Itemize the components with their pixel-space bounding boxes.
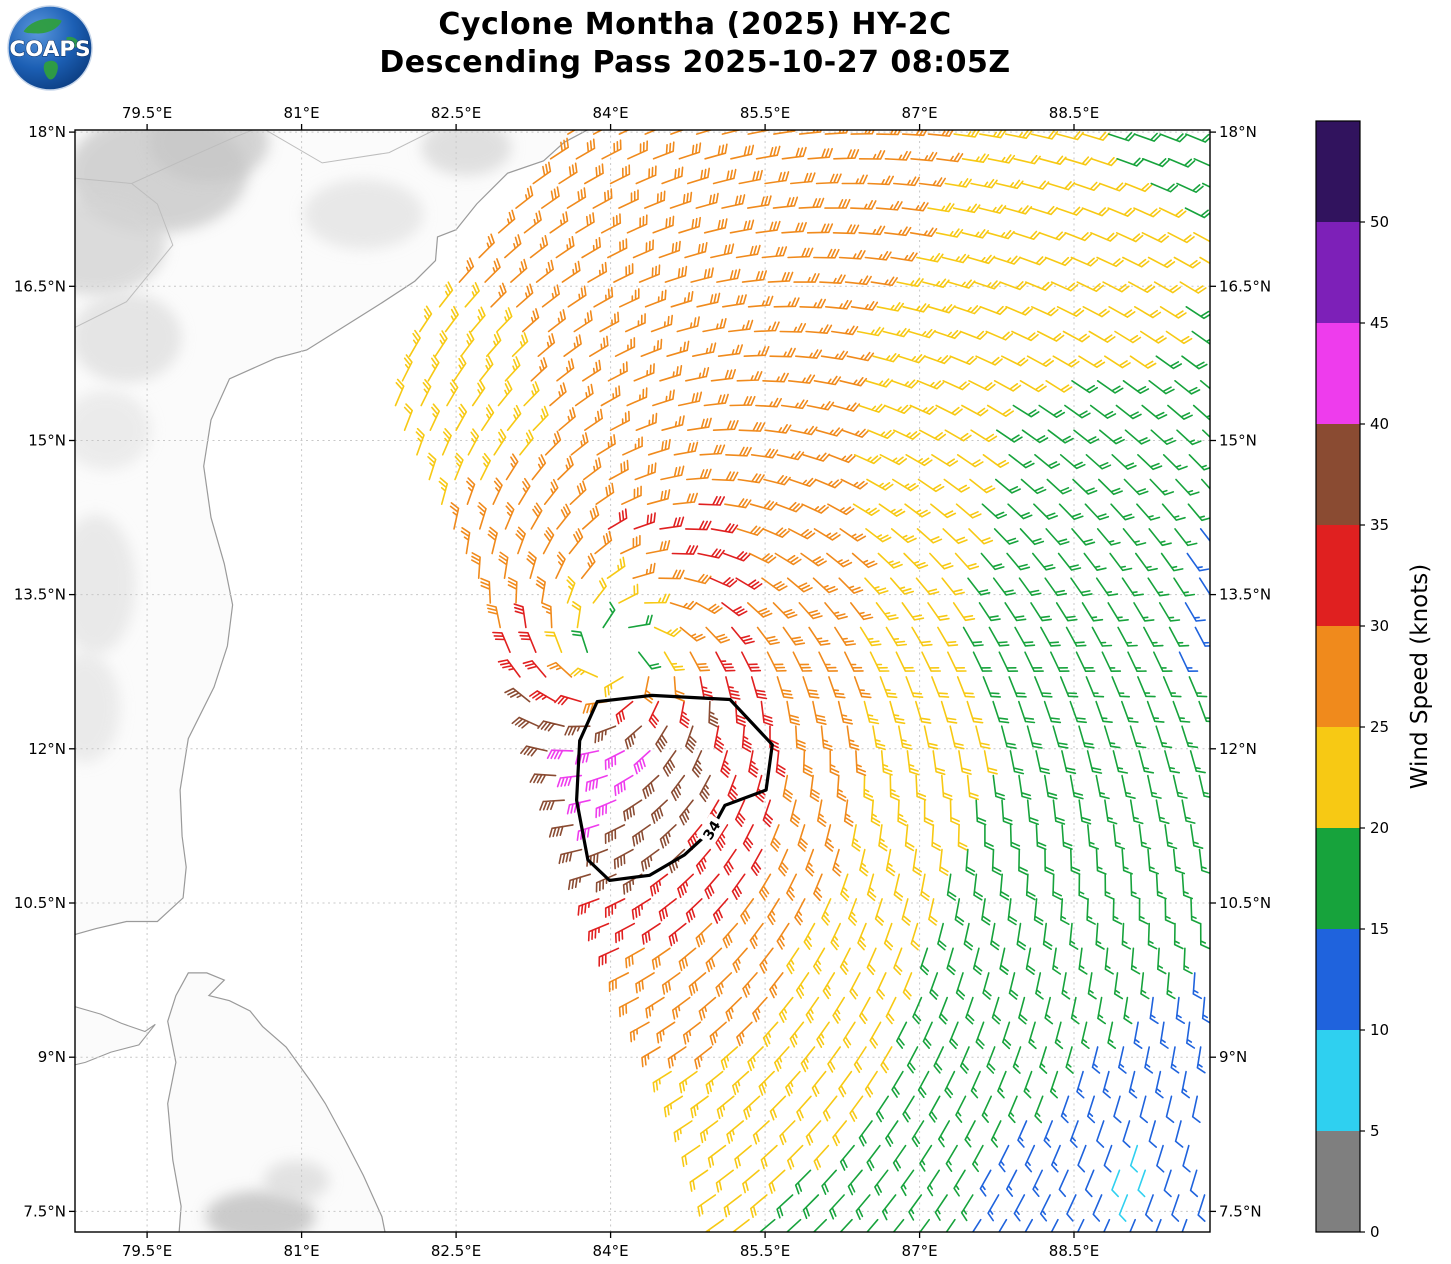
svg-text:16.5°N: 16.5°N [1219,277,1271,295]
svg-text:18°N: 18°N [1219,123,1257,141]
svg-text:13.5°N: 13.5°N [14,586,66,604]
svg-text:50: 50 [1370,213,1389,231]
svg-text:85.5°E: 85.5°E [740,1242,790,1260]
svg-text:5: 5 [1370,1122,1380,1140]
svg-text:15: 15 [1370,920,1389,938]
svg-text:9°N: 9°N [38,1048,66,1066]
svg-text:45: 45 [1370,314,1389,332]
svg-text:81°E: 81°E [284,1242,320,1260]
svg-text:10.5°N: 10.5°N [14,894,66,912]
svg-text:13.5°N: 13.5°N [1219,586,1271,604]
svg-text:20: 20 [1370,819,1389,837]
svg-text:82.5°E: 82.5°E [431,104,481,122]
coaps-logo-text: COAPS [9,37,90,62]
svg-text:10: 10 [1370,1021,1389,1039]
svg-text:18°N: 18°N [28,123,66,141]
svg-text:16.5°N: 16.5°N [14,277,66,295]
svg-text:30: 30 [1370,617,1389,635]
coastline-land [75,130,589,1232]
coaps-logo: COAPS [7,5,93,91]
svg-text:82.5°E: 82.5°E [431,1242,481,1260]
chart-subtitle: Descending Pass 2025-10-27 08:05Z [379,45,1011,81]
svg-text:10.5°N: 10.5°N [1219,894,1271,912]
svg-text:88.5°E: 88.5°E [1049,104,1099,122]
svg-text:0: 0 [1370,1223,1380,1241]
svg-text:84°E: 84°E [593,1242,629,1260]
plot-frame [74,129,1211,1233]
svg-text:9°N: 9°N [1219,1048,1247,1066]
svg-text:88.5°E: 88.5°E [1049,1242,1099,1260]
svg-text:35: 35 [1370,516,1389,534]
chart-title: Cyclone Montha (2025) HY-2C [438,7,952,42]
svg-text:7.5°N: 7.5°N [23,1202,66,1220]
svg-text:25: 25 [1370,718,1389,736]
axis-ticks [69,124,1216,1238]
title-block: Cyclone Montha (2025) HY-2C Descending P… [0,6,1390,83]
svg-text:12°N: 12°N [28,740,66,758]
colorbar-label: Wind Speed (knots) [1407,564,1433,789]
continent-shape [43,60,58,80]
svg-text:79.5°E: 79.5°E [122,1242,172,1260]
svg-text:12°N: 12°N [1219,740,1257,758]
continent-shape [66,36,79,48]
svg-text:85.5°E: 85.5°E [740,104,790,122]
continent-shape [23,18,62,34]
colorbar: 0 5 10 15 20 25 30 35 40 45 50 Wind Speed (knots) [1315,120,1433,1241]
axis-tick-labels: 79.5°E 79.5°E 81°E 81°E 82.5°E 82.5°E 84°E 84°E… [14,104,1271,1260]
admin-borders [75,130,436,328]
svg-text:40: 40 [1370,415,1389,433]
svg-text:7.5°N: 7.5°N [1219,1202,1262,1220]
svg-text:15°N: 15°N [1219,432,1257,450]
svg-text:79.5°E: 79.5°E [122,104,172,122]
svg-text:15°N: 15°N [28,432,66,450]
svg-text:84°E: 84°E [593,104,629,122]
terrain-shading [75,130,512,1232]
svg-text:87°E: 87°E [902,104,938,122]
wind-barbs [394,130,1210,1232]
svg-text:81°E: 81°E [284,104,320,122]
svg-text:87°E: 87°E [902,1242,938,1260]
